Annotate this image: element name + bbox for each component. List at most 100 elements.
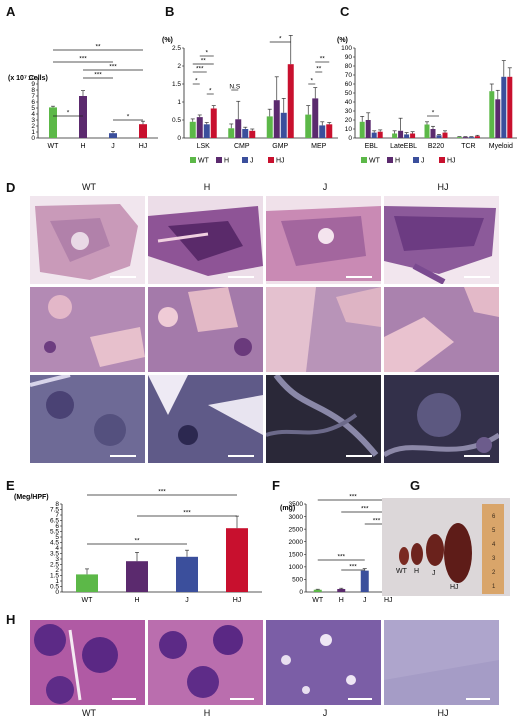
legend-swatch-wt xyxy=(361,157,367,163)
y-tick-label: 1 xyxy=(31,129,35,136)
bar-lsk-hj xyxy=(210,108,217,138)
bar-ebl-j xyxy=(371,132,377,138)
spleen-histology-wt xyxy=(30,620,145,705)
sig-bracket-cmp-ns-label: N.S xyxy=(229,84,241,91)
y-tick-label: 3 xyxy=(31,117,35,124)
bar-mep-wt xyxy=(305,114,312,138)
sig-bracket-h-j-label: *** xyxy=(349,564,357,571)
ruler-tick-label: 2 xyxy=(492,570,496,576)
column-label-hj: HJ xyxy=(437,182,449,192)
sig-bracket-mep-1-label: * xyxy=(310,78,313,85)
y-tick-label: 2.5 xyxy=(172,45,181,52)
sig-bracket-lsk-5-label: * xyxy=(209,88,212,95)
y-tick-label: 70 xyxy=(345,72,353,79)
bar-myeloid-hj xyxy=(507,76,513,138)
y-tick-label: 40 xyxy=(345,99,353,106)
bar-j xyxy=(176,556,198,592)
bar-lateebl-j xyxy=(404,134,410,138)
legend-label-j: J xyxy=(250,158,254,165)
bar-b220-j xyxy=(436,135,442,138)
y-tick-label: 7 xyxy=(31,93,35,100)
bar-wt xyxy=(76,574,98,592)
sig-bracket-wt-j-label: ** xyxy=(134,538,140,545)
y-tick-label: 1 xyxy=(177,99,181,106)
y-tick-label: 0 xyxy=(177,135,181,142)
y-tick-label: 4 xyxy=(31,111,35,118)
bar-lateebl-wt xyxy=(392,133,398,138)
y-tick-label: 50 xyxy=(345,90,353,97)
bar-lsk-wt xyxy=(189,121,196,138)
histology-h-reticulin xyxy=(148,375,263,463)
sig-bracket-mep-3-label: ** xyxy=(320,56,326,63)
spleen-histology-j xyxy=(266,620,381,705)
bar-ebl-hj xyxy=(377,131,383,138)
sig-bracket-wt-j-label: *** xyxy=(79,56,87,63)
sig-bracket-lsk-4-label: * xyxy=(195,78,198,85)
column-label-h: H xyxy=(203,182,211,192)
spleen-j xyxy=(426,534,444,566)
sig-bracket-h-hj-label: *** xyxy=(361,506,369,513)
column-label-j: J xyxy=(322,182,328,192)
ruler xyxy=(482,504,504,594)
legend: WT H J HJ xyxy=(361,157,456,165)
sig-bracket-j-hj-label: *** xyxy=(373,518,381,525)
spleen-label-wt: WT xyxy=(396,568,407,575)
x-tick-label: H xyxy=(134,597,139,604)
y-tick-label: 1000 xyxy=(289,564,304,571)
y-tick-label: 3.5 xyxy=(50,551,59,558)
bar-gmp-h xyxy=(273,100,280,138)
bar-lsk-h xyxy=(196,117,203,138)
histology-j-mid xyxy=(266,287,381,372)
y-tick-label: 0.5 xyxy=(50,584,59,591)
x-tick-label: HJ xyxy=(139,143,148,150)
y-axis-title: (mg) xyxy=(280,505,295,512)
histology-hj-mid xyxy=(384,287,499,372)
y-tick-label: 4 xyxy=(55,545,59,552)
spleen-label-h: H xyxy=(414,568,420,575)
legend-label-h: H xyxy=(224,158,229,165)
histology-wt-reticulin xyxy=(30,375,145,463)
bar-gmp-wt xyxy=(266,116,273,138)
y-tick-label: 100 xyxy=(341,45,352,52)
bar-b220-hj xyxy=(442,132,448,138)
histology-h-mid xyxy=(148,287,263,372)
x-tick-label: WT xyxy=(312,597,324,604)
scale-bar xyxy=(346,276,372,278)
legend-swatch-j xyxy=(413,157,419,163)
legend-label-wt: WT xyxy=(198,158,210,165)
y-tick-label: 30 xyxy=(345,108,353,115)
bar-mep-hj xyxy=(326,124,333,138)
histology-hj-low xyxy=(384,196,499,284)
spleen-histology-hj xyxy=(384,620,499,705)
scale-bar xyxy=(110,276,136,278)
panel-label-c: C xyxy=(340,4,350,19)
bar-cmp-j xyxy=(242,129,249,138)
sig-bracket-wt-j-label: *** xyxy=(337,554,345,561)
y-tick-label: 1.5 xyxy=(172,81,181,88)
sig-bracket-lsk-2-label: ** xyxy=(201,58,207,65)
y-tick-label: 0 xyxy=(55,589,59,596)
x-tick-label: HJ xyxy=(384,597,393,604)
bar-cmp-h xyxy=(235,119,242,138)
panel-label-h: H xyxy=(6,612,16,627)
x-tick-label: LSK xyxy=(197,143,211,150)
legend-label-hj: HJ xyxy=(447,158,456,165)
y-tick-label: 2000 xyxy=(289,539,304,546)
y-tick-label: 90 xyxy=(345,54,353,61)
y-tick-label: 1 xyxy=(55,578,59,585)
chart-c: 0 10 20 30 40 50 60 70 80 90 100(%) EBL LateEBL B220 T… xyxy=(337,37,517,165)
legend: WT H J HJ xyxy=(190,157,285,165)
y-tick-label: 10 xyxy=(345,126,353,133)
bar-h xyxy=(79,96,87,138)
y-tick-label: 8 xyxy=(31,87,35,94)
x-tick-label: B220 xyxy=(428,143,444,150)
y-axis-title: (x 10⁷ Cells) xyxy=(8,75,48,82)
scale-bar xyxy=(346,455,372,457)
y-tick-label: 8 xyxy=(55,501,59,508)
panel-label-f: F xyxy=(272,478,280,493)
scale-bar xyxy=(464,276,490,278)
y-tick-label: 500 xyxy=(292,577,303,584)
sig-bracket-wt-hj-label: ** xyxy=(95,44,101,51)
scale-bar xyxy=(228,455,254,457)
